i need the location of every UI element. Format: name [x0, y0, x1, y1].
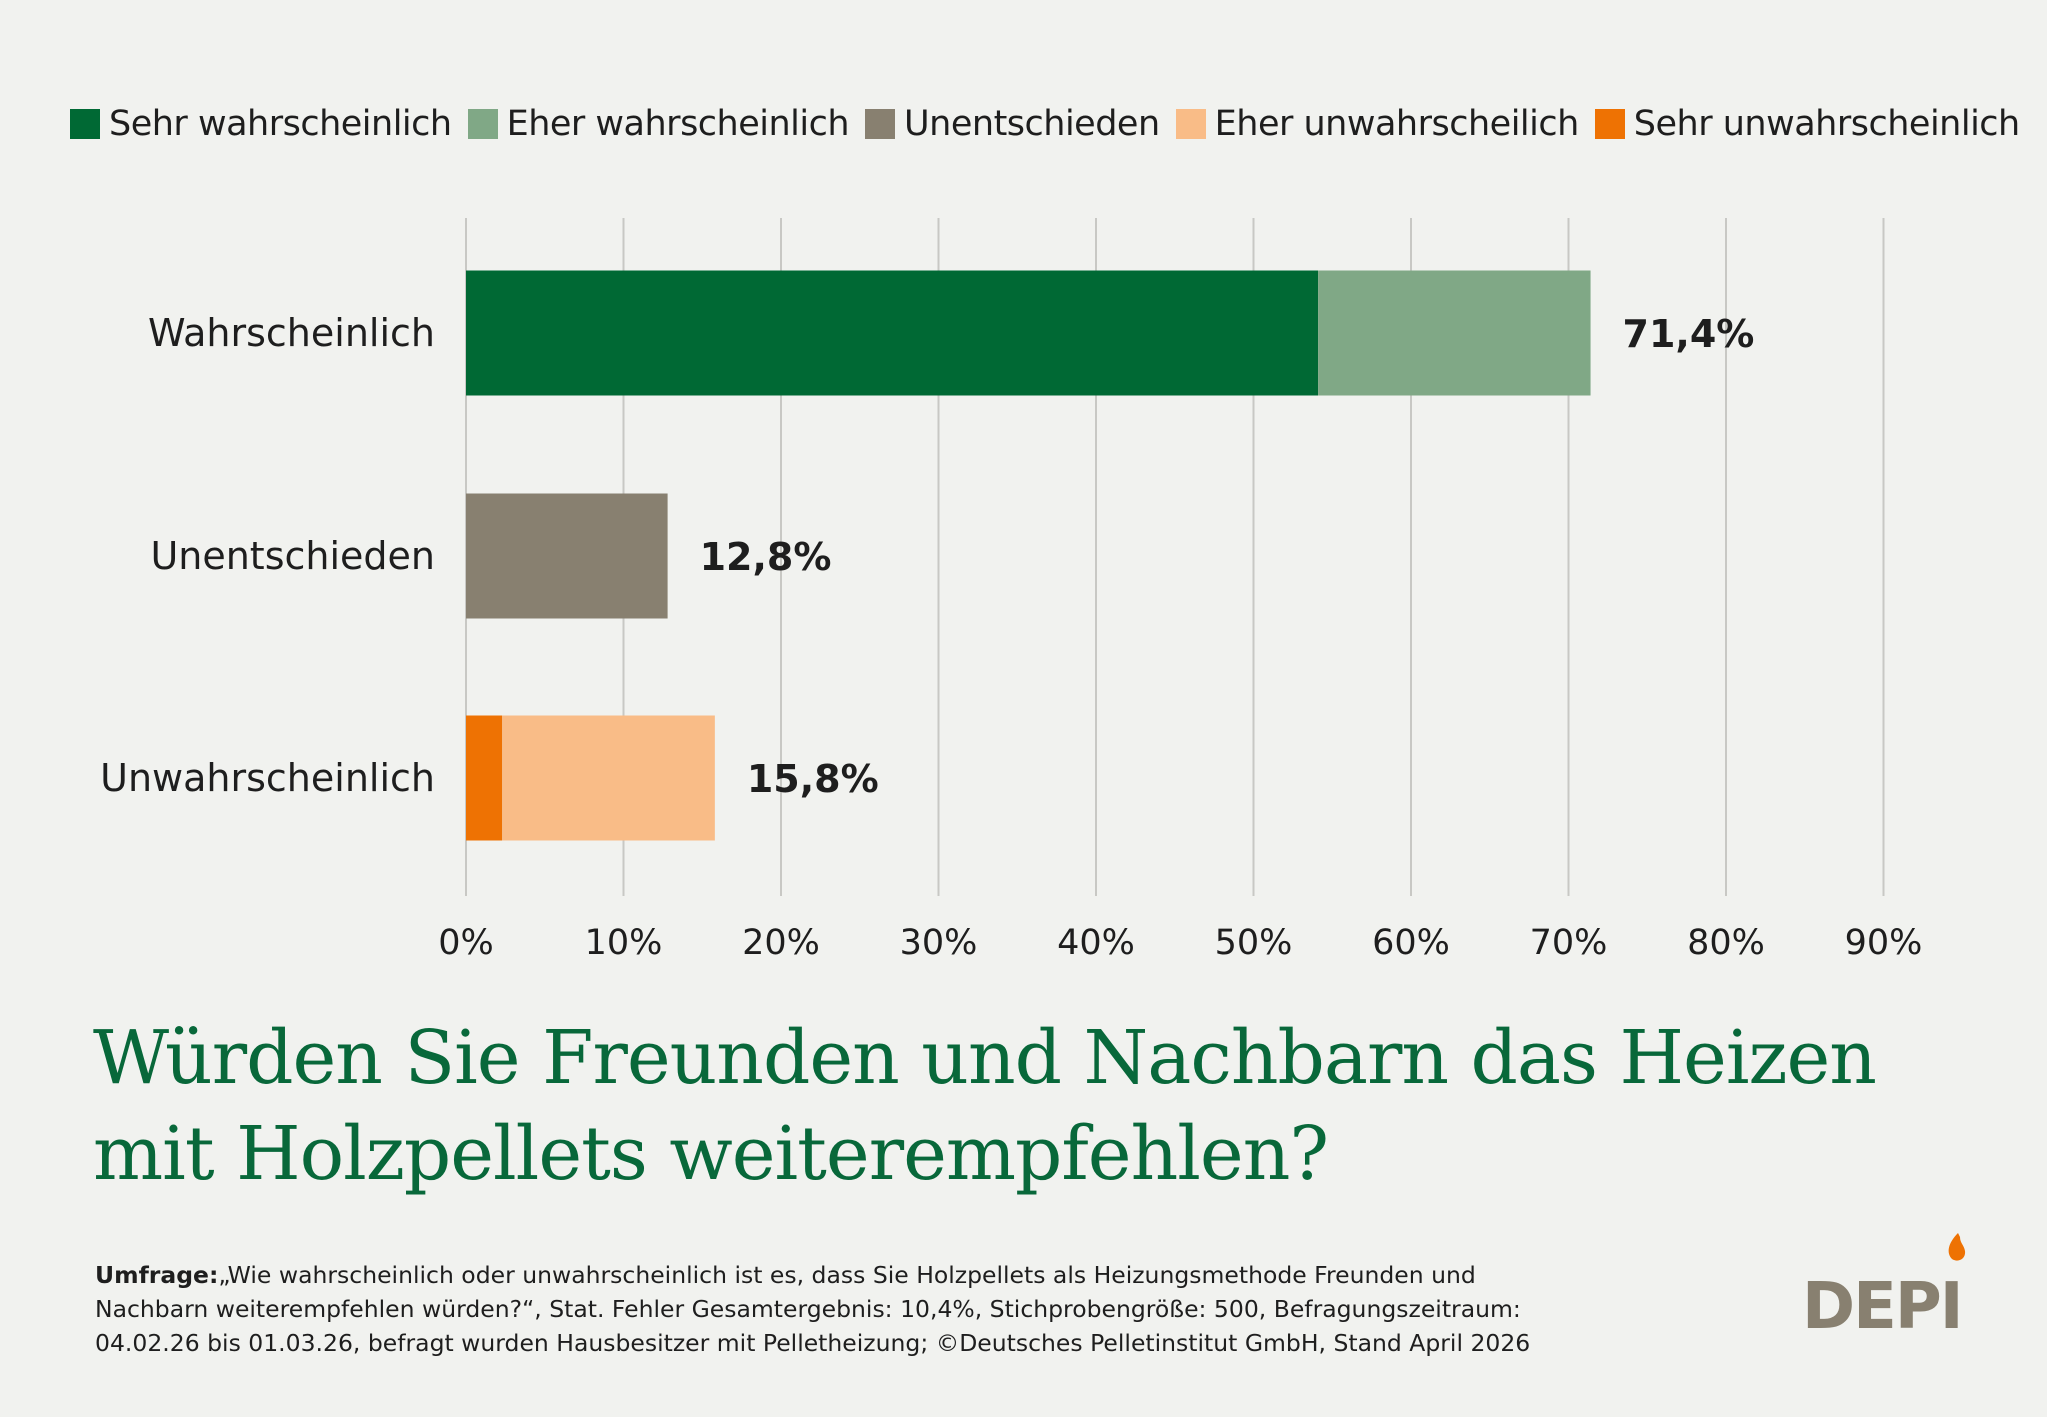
x-tick-label: 50%	[1215, 923, 1293, 963]
bar-segment	[466, 270, 1319, 396]
x-tick-label: 90%	[1845, 923, 1923, 963]
legend-item-eher-unwahrscheinlich: Eher unwahrscheilich	[1175, 104, 1580, 144]
x-tick-label: 70%	[1530, 923, 1608, 963]
x-tick-label: 40%	[1057, 923, 1135, 963]
legend-label: Sehr unwahrscheinlich	[1633, 104, 2020, 144]
legend-item-sehr-unwahrscheinlich: Sehr unwahrscheinlich	[1594, 104, 2020, 144]
x-tick-label: 10%	[585, 923, 663, 963]
footnote-label: Umfrage:	[95, 1261, 219, 1289]
flame-icon	[1948, 1233, 1966, 1261]
bar-segment	[502, 715, 715, 841]
total-label: 15,8%	[747, 757, 879, 801]
category-label: Unentschieden	[150, 534, 435, 578]
bar-segment	[466, 715, 503, 841]
legend-item-sehr-wahrscheinlich: Sehr wahrscheinlich	[70, 104, 452, 144]
category-label: Unwahrscheinlich	[100, 756, 435, 800]
title-line-1: Würden Sie Freunden und Nachbarn das Hei…	[93, 1015, 1877, 1101]
x-tick-label: 30%	[900, 923, 978, 963]
depi-logo: DEPI	[1802, 1233, 1966, 1335]
legend-swatch	[1594, 109, 1625, 139]
x-tick-label: 80%	[1687, 923, 1765, 963]
bar-segment	[1318, 270, 1591, 396]
legend-item-eher-wahrscheinlich: Eher wahrscheinlich	[467, 104, 850, 144]
legend-label: Sehr wahrscheinlich	[109, 104, 452, 144]
footnote-line-1: Umfrage:„Wie wahrscheinlich oder unwahrs…	[95, 1258, 1605, 1292]
legend-item-unentschieden: Unentschieden	[865, 104, 1160, 144]
legend-swatch	[70, 109, 100, 139]
total-label: 71,4%	[1623, 312, 1755, 356]
legend-label: Eher wahrscheinlich	[506, 104, 850, 144]
bar-segment	[466, 493, 668, 619]
x-tick-label: 0%	[438, 923, 494, 963]
legend-label: Eher unwahrscheilich	[1214, 104, 1580, 144]
footnote-line-2: Nachbarn weiterempfehlen würden?“, Stat.…	[95, 1295, 1521, 1323]
bar-chart: 0% 10% 20% 30% 40% 50% 60% 70% 80% 90% Wahrscheinl…	[100, 218, 1923, 963]
chart-legend: Sehr wahrscheinlich Eher wahrscheinlich …	[70, 104, 2036, 144]
footnote-text-1: „Wie wahrscheinlich oder unwahrscheinlic…	[218, 1261, 1476, 1289]
x-tick-label: 60%	[1372, 923, 1450, 963]
legend-swatch	[1175, 109, 1206, 139]
title-line-2: mit Holzpellets weiterempfehlen?	[93, 1111, 1329, 1197]
logo-text: DEPI	[1802, 1270, 1962, 1335]
legend-swatch	[865, 109, 896, 139]
category-label: Wahrscheinlich	[148, 311, 435, 355]
legend-swatch	[467, 109, 498, 139]
footnote-line-3: 04.02.26 bis 01.03.26, befragt wurden Ha…	[95, 1329, 1531, 1357]
legend-label: Unentschieden	[904, 104, 1160, 144]
chart-title: Würden Sie Freunden und Nachbarn das Hei…	[93, 1010, 1877, 1202]
survey-footnote: Umfrage:„Wie wahrscheinlich oder unwahrs…	[95, 1258, 1605, 1360]
total-label: 12,8%	[700, 535, 832, 579]
x-tick-label: 20%	[742, 923, 820, 963]
